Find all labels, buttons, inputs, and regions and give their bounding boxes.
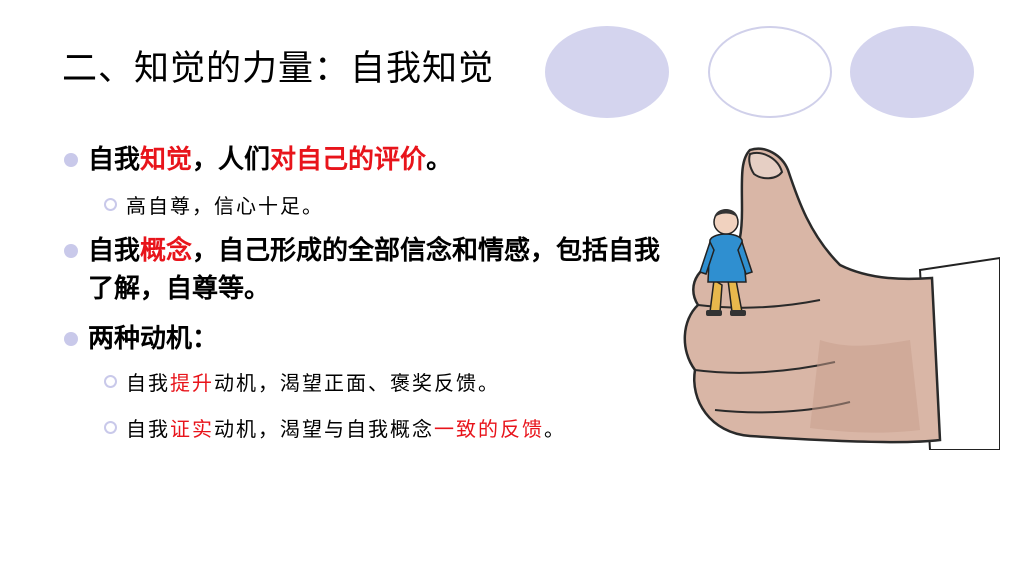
slide-title: 二、知觉的力量：自我知觉	[62, 49, 495, 89]
shade	[810, 340, 920, 433]
highlight-text: 对自己的评价	[270, 145, 427, 175]
man-arm	[699, 240, 753, 275]
text: ，自己形成的全部信念和情感，包括自我了解，自尊等。	[88, 236, 661, 304]
text: 高自尊，信心十足。	[126, 194, 324, 218]
bullet-ring-icon	[104, 421, 117, 434]
subbullet-self-enhancement: 自我提升动机，渴望正面、褒奖反馈。	[104, 368, 500, 398]
decor-oval-1	[545, 26, 669, 118]
bullet-self-perception: 自我知觉，人们对自己的评价。	[64, 141, 453, 179]
man-shoe	[706, 310, 722, 316]
highlight-text: 提升	[170, 371, 214, 395]
highlight-text: 概念	[140, 236, 193, 266]
bullet-dot-icon	[64, 332, 78, 346]
highlight-text: 证实	[170, 417, 214, 441]
man-shirt	[707, 233, 747, 283]
bullet-dot-icon	[64, 153, 78, 167]
text: 自我	[88, 145, 141, 175]
text: 。	[426, 145, 453, 175]
text: 两种动机：	[88, 324, 219, 354]
decor-oval-3	[850, 26, 974, 118]
thumbnail	[748, 152, 784, 180]
man-hair	[714, 209, 738, 218]
decor-oval-2	[708, 26, 832, 118]
bullet-dot-icon	[64, 244, 78, 258]
bullet-ring-icon	[104, 198, 117, 211]
man-shoe	[730, 310, 746, 316]
text: ，人们	[192, 145, 271, 175]
thumbs-up-illustration	[683, 147, 1000, 450]
bullet-ring-icon	[104, 375, 117, 388]
highlight-text: 知觉	[140, 145, 193, 175]
highlight-text: 一致的反馈	[434, 417, 544, 441]
text: 。	[544, 417, 566, 441]
subbullet-high-self-esteem: 高自尊，信心十足。	[104, 191, 324, 221]
text: 自我	[126, 417, 170, 441]
text: 自我	[126, 371, 170, 395]
subbullet-self-verification: 自我证实动机，渴望与自我概念一致的反馈。	[104, 414, 566, 444]
text: 动机，渴望正面、褒奖反馈。	[214, 371, 500, 395]
bullet-self-concept: 自我概念，自己形成的全部信念和情感，包括自我了解，自尊等。	[64, 232, 678, 308]
text: 动机，渴望与自我概念	[214, 417, 434, 441]
text: 自我	[88, 236, 141, 266]
bullet-two-motives: 两种动机：	[64, 320, 219, 358]
